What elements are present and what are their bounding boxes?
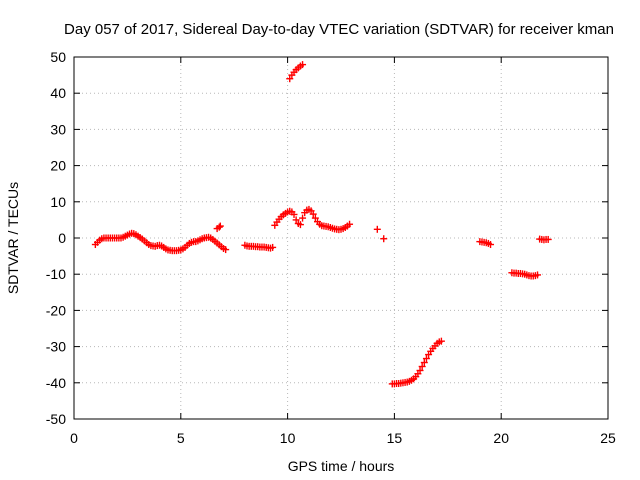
y-tick-label: -20 xyxy=(46,302,66,318)
data-point xyxy=(420,359,428,367)
data-point xyxy=(215,223,223,231)
x-tick-label: 0 xyxy=(70,430,78,446)
y-tick-label: 0 xyxy=(58,230,66,246)
data-point xyxy=(416,366,424,374)
y-axis-label: SDTVAR / TECUs xyxy=(5,182,21,294)
plot-frame xyxy=(73,56,609,420)
y-tick-label: -50 xyxy=(46,411,66,427)
data-point xyxy=(544,235,552,243)
data-point xyxy=(299,61,307,69)
data-point xyxy=(309,210,317,218)
y-tick-label: 50 xyxy=(50,49,66,65)
y-tick-label: 10 xyxy=(50,194,66,210)
data-point xyxy=(487,241,495,249)
data-point xyxy=(299,214,307,222)
y-tick-label: -40 xyxy=(46,375,66,391)
data-point xyxy=(422,355,430,363)
x-tick-label: 20 xyxy=(493,430,509,446)
y-tick-label: 30 xyxy=(50,121,66,137)
chart-title: Day 057 of 2017, Sidereal Day-to-day VTE… xyxy=(64,21,614,38)
data-points xyxy=(91,61,552,388)
data-point xyxy=(346,220,354,228)
y-tick-label: 40 xyxy=(50,85,66,101)
data-point xyxy=(311,214,319,222)
data-point xyxy=(418,363,426,371)
data-point xyxy=(437,337,445,345)
data-point xyxy=(286,75,294,83)
y-tick-label: -30 xyxy=(46,339,66,355)
data-point xyxy=(380,235,388,243)
axis-ticks xyxy=(73,56,609,420)
data-point xyxy=(534,271,542,279)
x-tick-label: 15 xyxy=(387,430,403,446)
data-point xyxy=(296,221,304,229)
data-point xyxy=(269,243,277,251)
y-tick-label: 20 xyxy=(50,158,66,174)
y-tick-label: -10 xyxy=(46,266,66,282)
x-tick-label: 10 xyxy=(280,430,296,446)
x-axis-label: GPS time / hours xyxy=(288,458,395,474)
data-point xyxy=(216,222,224,230)
x-tick-label: 5 xyxy=(177,430,185,446)
data-point xyxy=(292,216,300,224)
x-tick-label: 25 xyxy=(600,430,616,446)
data-point xyxy=(373,225,381,233)
grid xyxy=(74,57,608,419)
data-point xyxy=(222,246,230,254)
data-point xyxy=(290,210,298,218)
axis-tick-labels: -50 -40 -30 -20 -10 0 10 20 30 40 50 0 5 10 15 20 25 xyxy=(46,49,616,446)
